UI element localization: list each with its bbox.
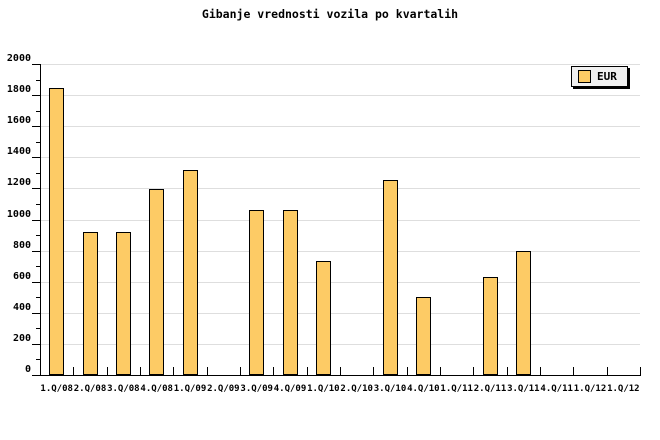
y-axis-label: 1400 <box>6 146 31 158</box>
x-tick <box>340 367 341 375</box>
x-axis-label: 3.Q/08 <box>107 384 140 394</box>
y-major-tick <box>32 126 40 128</box>
x-tick <box>140 367 141 375</box>
bar-1.Q/10 <box>315 261 331 375</box>
y-minor-tick <box>36 172 40 174</box>
x-axis-line <box>40 375 641 376</box>
bar-3.Q/08 <box>115 231 131 375</box>
y-gridline <box>40 157 640 159</box>
y-gridline <box>40 281 640 283</box>
y-axis-label: 600 <box>12 270 31 282</box>
bar-2.Q/08 <box>82 231 98 375</box>
x-tick <box>540 367 541 375</box>
x-tick <box>306 367 308 375</box>
y-major-tick <box>32 157 40 159</box>
bar-3.Q/11 <box>515 251 531 375</box>
y-gridline <box>40 95 640 97</box>
y-major-tick <box>32 343 40 345</box>
y-gridline <box>40 188 640 190</box>
x-tick <box>206 367 208 375</box>
y-major-tick <box>32 281 40 283</box>
x-tick <box>373 367 375 375</box>
y-axis-label: 1600 <box>6 115 31 127</box>
x-tick <box>240 367 241 375</box>
x-axis-label: 1.Q/12 <box>607 384 640 394</box>
x-axis-label: 4.Q/08 <box>140 384 173 394</box>
y-axis-label: 1800 <box>6 84 31 96</box>
x-tick <box>173 367 175 375</box>
bar-4.Q/09 <box>282 210 298 375</box>
y-minor-tick <box>36 235 40 237</box>
x-tick <box>440 367 441 375</box>
bar-1.Q/08 <box>49 88 65 375</box>
x-axis-label: 2.Q/11 <box>473 384 507 394</box>
y-minor-tick <box>36 110 40 112</box>
x-axis-label: 1.Q/08 <box>40 384 73 394</box>
x-tick <box>106 367 108 375</box>
x-axis-label: 2.Q/10 <box>340 384 373 394</box>
x-axis-label: 4.Q/09 <box>273 384 307 394</box>
x-tick <box>406 367 408 375</box>
x-axis-label: 1.Q/12 <box>573 384 607 394</box>
bar-4.Q/08 <box>149 189 165 375</box>
x-tick <box>73 367 75 375</box>
y-axis-label: 1000 <box>6 208 31 220</box>
y-major-tick <box>32 95 40 97</box>
y-minor-tick <box>36 79 40 81</box>
y-major-tick <box>32 312 40 314</box>
y-major-tick <box>32 219 40 221</box>
bar-2.Q/11 <box>482 277 498 375</box>
x-tick <box>273 367 275 375</box>
y-minor-tick <box>36 266 40 268</box>
x-axis-label: 2.Q/08 <box>73 384 107 394</box>
x-tick <box>606 367 608 375</box>
y-axis-line <box>40 64 41 376</box>
bar-3.Q/09 <box>249 210 265 375</box>
y-major-tick <box>32 250 40 252</box>
bar-1.Q/09 <box>182 169 198 375</box>
bar-3.Q/10 <box>382 179 398 375</box>
y-axis-label: 1200 <box>6 177 31 189</box>
y-gridline <box>40 64 640 65</box>
y-axis-label: 800 <box>12 239 31 251</box>
y-minor-tick <box>36 359 40 361</box>
y-axis-label: 200 <box>12 332 31 344</box>
x-tick <box>506 367 508 375</box>
y-axis-label: 400 <box>12 301 31 313</box>
bar-4.Q/10 <box>415 297 431 375</box>
y-minor-tick <box>36 297 40 299</box>
x-tick <box>573 367 575 375</box>
y-gridline <box>40 250 640 252</box>
legend-series-label: EUR <box>597 70 617 83</box>
y-major-tick <box>32 188 40 190</box>
x-axis-label: 3.Q/09 <box>240 384 273 394</box>
x-axis-label: 4.Q/11 <box>540 384 573 394</box>
y-axis-label: 2000 <box>6 53 31 64</box>
y-minor-tick <box>36 328 40 330</box>
legend-box: EUR <box>571 66 628 87</box>
chart-title: Gibanje vrednosti vozila po kvartalih <box>201 7 459 21</box>
x-axis-label: 1.Q/09 <box>173 384 207 394</box>
y-gridline <box>40 219 640 221</box>
x-axis-label: 3.Q/10 <box>373 384 407 394</box>
y-gridline <box>40 126 640 128</box>
y-gridline <box>40 312 640 314</box>
x-axis-label: 4.Q/10 <box>407 384 440 394</box>
x-axis-label: 2.Q/09 <box>207 384 240 394</box>
x-axis-label: 3.Q/11 <box>507 384 540 394</box>
y-axis-label: 0 <box>24 364 31 375</box>
x-tick <box>473 367 475 375</box>
x-tick <box>640 367 641 375</box>
y-major-tick <box>32 64 40 65</box>
x-axis-label: 1.Q/10 <box>307 384 340 394</box>
legend-swatch-icon <box>578 70 591 83</box>
x-axis-label: 1.Q/11 <box>440 384 473 394</box>
y-minor-tick <box>36 141 40 143</box>
y-major-tick <box>32 375 40 376</box>
y-minor-tick <box>36 203 40 205</box>
y-gridline <box>40 343 640 345</box>
